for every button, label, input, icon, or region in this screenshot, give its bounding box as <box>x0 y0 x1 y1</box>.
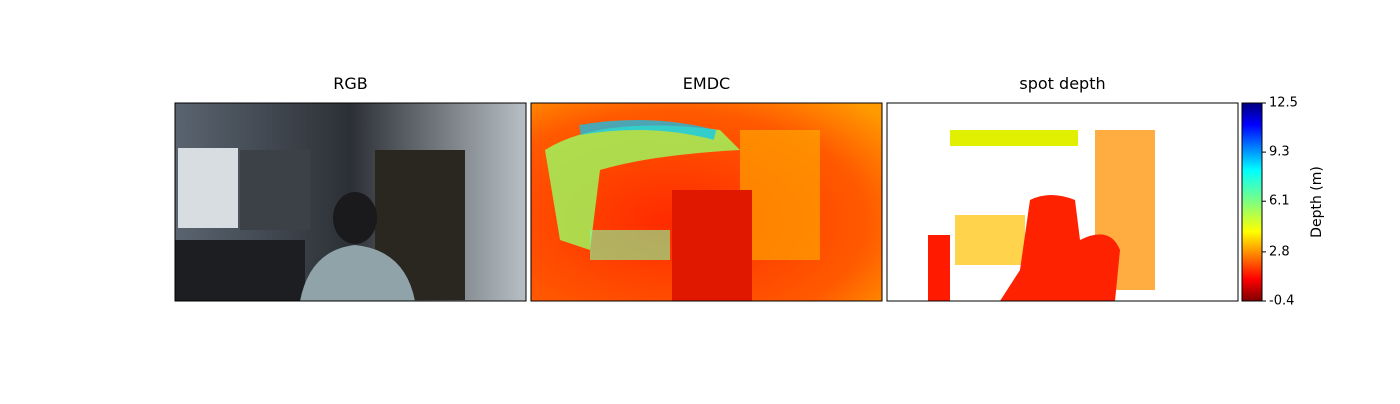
colorbar-tick-label: 12.5 <box>1269 96 1298 111</box>
colorbar-tick-label: 2.8 <box>1269 244 1290 259</box>
panel-title: spot depth <box>1019 74 1105 93</box>
panel-title: RGB <box>333 74 368 93</box>
rgb-image <box>174 102 527 302</box>
colorbar-label: Depth (m) <box>1309 166 1325 238</box>
emdc-image <box>530 102 883 302</box>
colorbar <box>1241 102 1263 302</box>
colorbar-tick-label: 9.3 <box>1269 145 1290 160</box>
spot-depth-image <box>886 102 1239 302</box>
colorbar-tick-label: -0.4 <box>1269 294 1294 309</box>
colorbar-tick-label: 6.1 <box>1269 194 1290 209</box>
panel-title: EMDC <box>683 74 730 93</box>
